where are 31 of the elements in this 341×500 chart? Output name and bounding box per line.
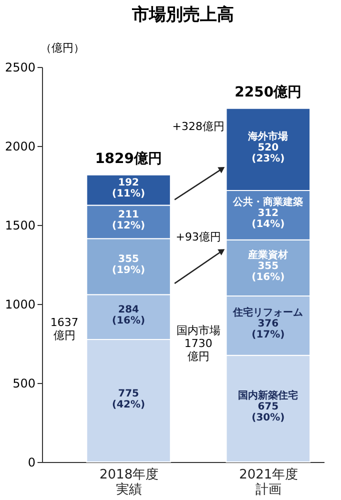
chart-title: 市場別売上高 [131, 5, 234, 25]
data-label: 355 (19%) [112, 254, 146, 276]
series-label: 住宅リフォーム [232, 306, 304, 319]
y-tick-label: 2500 [4, 60, 36, 74]
annotation: 1829億円 [95, 150, 162, 168]
annotation: +93億円 [176, 230, 221, 244]
x-tick-label: 2021年度計画 [239, 466, 298, 498]
y-tick-label: 0 [28, 456, 36, 470]
y-tick-label: 2000 [4, 140, 36, 154]
series-label: 公共・商業建築 [232, 196, 304, 208]
annotation: +328億円 [172, 120, 224, 134]
data-label: 675 (30%) [252, 402, 285, 424]
y-tick-label: 1000 [4, 298, 36, 312]
data-label: 775 (42%) [112, 388, 146, 410]
annotation: 1637 億円 [50, 316, 78, 342]
data-label: 355 (16%) [252, 260, 285, 283]
data-label: 520 (23%) [252, 142, 285, 164]
data-label: 284 (16%) [112, 304, 146, 327]
data-label: 312 (14%) [252, 208, 285, 230]
series-label: 海外市場 [247, 130, 288, 142]
data-label: 211 (12%) [112, 209, 146, 232]
series-label: 国内新築住宅 [238, 390, 298, 402]
y-axis-title: （億円） [40, 42, 84, 54]
series-label: 産業資材 [247, 248, 288, 261]
annotation: 国内市場 1730 億円 [176, 324, 220, 363]
data-label: 192 (11%) [112, 178, 146, 200]
x-tick-label: 2018年度実績 [100, 466, 159, 498]
annotation: 2250億円 [234, 84, 302, 100]
data-label: 376 (17%) [252, 318, 285, 341]
y-tick-label: 1500 [4, 218, 36, 232]
y-tick-label: 500 [12, 376, 36, 390]
